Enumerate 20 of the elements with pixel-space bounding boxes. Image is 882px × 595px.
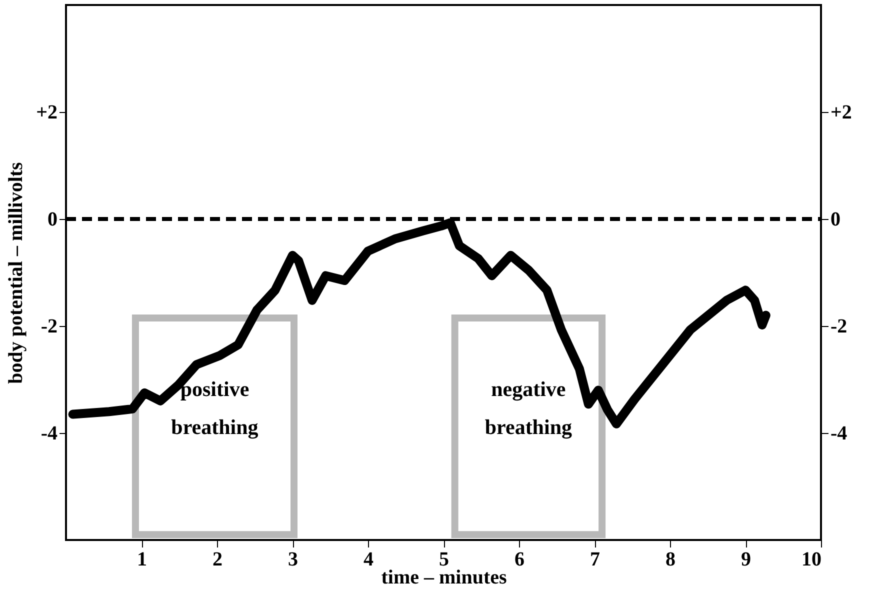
band-label: negative breathing: [484, 377, 572, 440]
x-tick-label: 9: [741, 548, 751, 570]
y2-tick-label: +2: [830, 102, 852, 124]
y2-tick-label: -2: [830, 316, 848, 338]
y2-tick-label: -4: [830, 422, 848, 444]
x-tick-label: 7: [590, 548, 600, 570]
y2-tick-label: 0: [830, 208, 840, 230]
x-tick-label: 8: [666, 548, 676, 570]
x-tick-label: 2: [212, 548, 222, 570]
x-tick-label: 3: [288, 548, 298, 570]
x-tick-label: 6: [514, 548, 524, 570]
y-tick-label: -2: [40, 316, 58, 338]
y-tick-label: -4: [40, 422, 58, 444]
x-tick-label: 1: [137, 548, 147, 570]
x-tick-label: 10: [802, 548, 822, 570]
y-axis-title: body potential – millivolts: [5, 162, 28, 384]
y-tick-label: +2: [36, 102, 58, 124]
y-tick-label: 0: [48, 208, 58, 230]
x-tick-label: 4: [364, 548, 374, 570]
band-label: positive breathing: [171, 377, 259, 440]
